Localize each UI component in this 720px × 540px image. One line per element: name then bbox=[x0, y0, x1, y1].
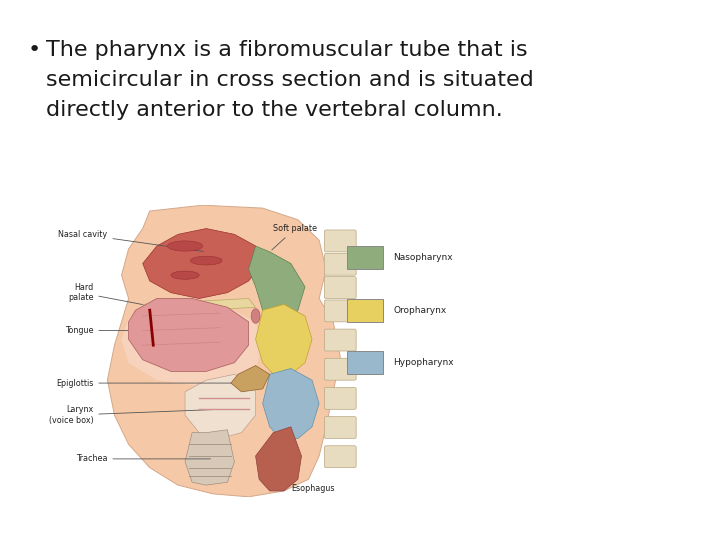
Text: directly anterior to the vertebral column.: directly anterior to the vertebral colum… bbox=[46, 100, 503, 120]
Text: Epiglottis: Epiglottis bbox=[56, 379, 239, 388]
Polygon shape bbox=[143, 228, 263, 299]
Polygon shape bbox=[231, 366, 270, 392]
FancyBboxPatch shape bbox=[325, 300, 356, 322]
Polygon shape bbox=[107, 205, 341, 497]
Polygon shape bbox=[122, 301, 263, 386]
FancyBboxPatch shape bbox=[325, 329, 356, 351]
Text: Esophagus: Esophagus bbox=[287, 475, 334, 492]
Polygon shape bbox=[263, 368, 319, 438]
Text: Hypopharynx: Hypopharynx bbox=[393, 358, 454, 367]
Polygon shape bbox=[143, 299, 256, 313]
FancyBboxPatch shape bbox=[325, 253, 356, 275]
Text: •: • bbox=[28, 40, 41, 60]
Ellipse shape bbox=[168, 241, 203, 251]
FancyBboxPatch shape bbox=[325, 230, 356, 252]
FancyBboxPatch shape bbox=[325, 417, 356, 438]
Text: semicircular in cross section and is situated: semicircular in cross section and is sit… bbox=[46, 70, 534, 90]
FancyBboxPatch shape bbox=[325, 446, 356, 468]
FancyBboxPatch shape bbox=[325, 388, 356, 409]
Polygon shape bbox=[256, 427, 302, 491]
FancyBboxPatch shape bbox=[325, 276, 356, 299]
Ellipse shape bbox=[251, 309, 260, 323]
Text: Trachea: Trachea bbox=[76, 454, 210, 463]
Ellipse shape bbox=[190, 256, 222, 265]
Text: Oropharynx: Oropharynx bbox=[393, 306, 446, 315]
Text: Nasopharynx: Nasopharynx bbox=[393, 253, 453, 262]
Text: Soft palate: Soft palate bbox=[271, 224, 318, 250]
FancyBboxPatch shape bbox=[347, 299, 382, 322]
Polygon shape bbox=[256, 305, 312, 374]
Text: The pharynx is a fibromuscular tube that is: The pharynx is a fibromuscular tube that… bbox=[46, 40, 528, 60]
Polygon shape bbox=[129, 299, 248, 372]
FancyBboxPatch shape bbox=[325, 359, 356, 380]
Text: Larynx
(voice box): Larynx (voice box) bbox=[48, 406, 217, 425]
Text: Tongue: Tongue bbox=[65, 326, 182, 335]
FancyBboxPatch shape bbox=[347, 351, 382, 374]
Text: Nasal cavity: Nasal cavity bbox=[58, 230, 204, 252]
Ellipse shape bbox=[171, 271, 199, 279]
Text: Hard
palate: Hard palate bbox=[68, 283, 154, 307]
FancyBboxPatch shape bbox=[347, 246, 382, 269]
Polygon shape bbox=[185, 430, 235, 485]
Polygon shape bbox=[185, 374, 256, 438]
Polygon shape bbox=[248, 246, 305, 328]
